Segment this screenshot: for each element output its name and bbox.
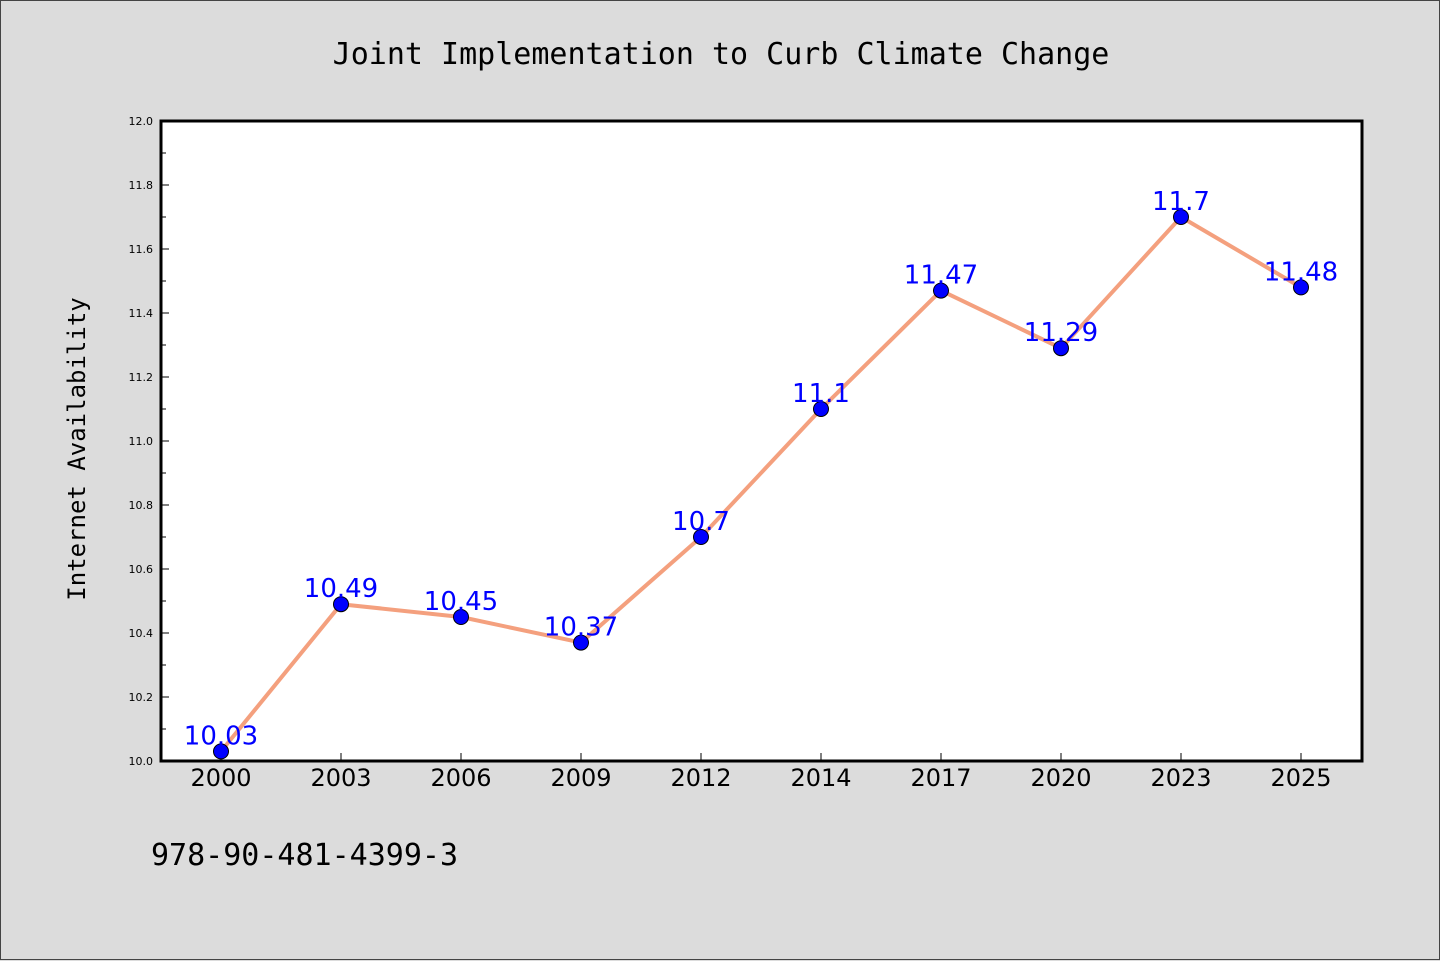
data-label: 11.47	[904, 261, 978, 291]
data-point	[453, 609, 469, 625]
data-point	[933, 282, 949, 299]
y-tick-label: 11.2	[129, 371, 154, 384]
x-tick-label: 2014	[790, 764, 851, 792]
data-label: 10.7	[672, 507, 730, 537]
data-label: 10.03	[184, 721, 258, 751]
data-label: 10.45	[424, 587, 498, 617]
y-axis: 10.0 10.2 10.4 10.6 10.8 11.0 11.2 11.4 11.6 11.8…	[129, 115, 169, 768]
y-tick-label: 10.4	[129, 627, 154, 640]
data-point	[1053, 340, 1069, 357]
data-label: 11.48	[1264, 257, 1338, 287]
data-label: 10.37	[544, 613, 618, 643]
y-tick-label: 10.6	[129, 563, 154, 576]
plot-area	[159, 119, 1364, 763]
data-label: 11.1	[792, 379, 850, 409]
y-axis-label: Internet Availability	[63, 297, 91, 600]
chart-title: Joint Implementation to Curb Climate Cha…	[333, 37, 1110, 72]
series-group: 10.03 10.49 10.45 10.37 10.7 11.1 11.47 11.29 11…	[184, 187, 1338, 760]
x-tick-label: 2012	[670, 764, 731, 792]
data-point	[813, 401, 829, 417]
y-tick-label: 12.0	[129, 115, 154, 128]
x-tick-label: 2023	[1150, 764, 1211, 792]
y-tick-label: 10.8	[129, 499, 154, 512]
y-tick-label: 10.0	[129, 755, 154, 768]
footer-code: 978-90-481-4399-3	[151, 838, 458, 873]
data-label: 10.49	[304, 574, 378, 604]
data-point	[693, 529, 709, 545]
y-tick-label: 11.6	[129, 243, 154, 256]
data-point	[333, 596, 349, 613]
x-axis: 2000 2003 2006 2009 2012 2014 2017 2020 2023 2025	[190, 753, 1332, 792]
data-label: 11.7	[1152, 187, 1210, 217]
x-tick-label: 2009	[550, 764, 611, 792]
y-tick-label: 10.2	[129, 691, 154, 704]
data-point	[1173, 209, 1189, 225]
series-line	[219, 215, 1303, 754]
x-tick-label: 2025	[1270, 764, 1331, 792]
x-tick-label: 2006	[430, 764, 491, 792]
data-point	[1293, 279, 1309, 296]
x-tick-label: 2000	[190, 764, 251, 792]
data-label: 11.29	[1024, 318, 1098, 348]
x-tick-label: 2020	[1030, 764, 1091, 792]
x-tick-label: 2017	[910, 764, 971, 792]
x-tick-label: 2003	[310, 764, 371, 792]
data-point	[213, 743, 229, 760]
y-tick-label: 11.8	[129, 179, 154, 192]
y-tick-label: 11.4	[129, 307, 154, 320]
y-tick-label: 11.0	[129, 435, 154, 448]
data-point	[573, 634, 589, 651]
